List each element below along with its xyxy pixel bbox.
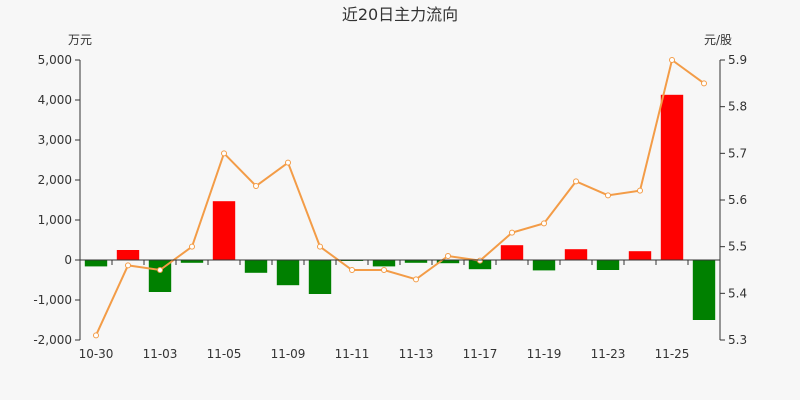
price-point (125, 262, 131, 269)
price-point (637, 187, 643, 194)
right-axis-tick-label: 5.8 (728, 100, 747, 114)
price-point (317, 243, 323, 250)
price-line-series (93, 57, 707, 339)
x-axis-tick-label: 11-23 (591, 347, 626, 361)
flow-bar (372, 260, 396, 267)
left-axis-tick-label: -1,000 (33, 293, 72, 307)
x-axis-tick-label: 11-09 (271, 347, 306, 361)
price-point (573, 178, 579, 185)
bar-series (84, 94, 716, 320)
flow-bar (212, 201, 236, 260)
flow-bar (308, 260, 332, 294)
price-point (157, 267, 163, 273)
price-point (669, 57, 675, 63)
left-axis-tick-label: 2,000 (38, 173, 72, 187)
x-axis-tick-label: 11-03 (143, 347, 178, 361)
flow-bar (180, 260, 204, 263)
price-point (605, 192, 611, 199)
chart-title: 近20日主力流向 (342, 5, 458, 24)
right-axis-unit: 元/股 (704, 33, 732, 47)
right-axis-tick-label: 5.7 (728, 146, 747, 160)
price-point (541, 220, 547, 227)
left-axis-tick-label: 4,000 (38, 93, 72, 107)
left-axis-tick-label: 5,000 (38, 53, 72, 67)
flow-bar (84, 260, 108, 267)
flow-bar (468, 260, 492, 270)
right-axis-tick-label: 5.6 (728, 193, 747, 207)
price-point (189, 243, 195, 250)
flow-bar (596, 260, 620, 270)
flow-bar (404, 260, 428, 263)
x-axis-tick-label: 11-25 (655, 347, 690, 361)
price-point (221, 150, 227, 157)
flow-bar (244, 260, 268, 273)
flow-bar (660, 94, 684, 260)
flow-bar (628, 251, 652, 260)
flow-bar (564, 249, 588, 260)
left-axis-tick-label: 3,000 (38, 133, 72, 147)
right-axis-tick-label: 5.3 (728, 333, 747, 347)
right-axis-tick-label: 5.9 (728, 53, 747, 67)
price-point (93, 332, 99, 339)
left-axis-tick-label: -2,000 (33, 333, 72, 347)
price-point (701, 80, 707, 87)
flow-bar (532, 260, 556, 271)
x-axis-tick-label: 11-17 (463, 347, 498, 361)
flow-bar (692, 260, 716, 320)
price-point (349, 267, 355, 273)
x-axis-tick-label: 11-05 (207, 347, 242, 361)
price-point (509, 229, 515, 236)
price-point (381, 267, 387, 273)
price-point (253, 183, 259, 189)
x-axis-tick-label: 11-13 (399, 347, 434, 361)
right-axis-tick-label: 5.4 (728, 286, 747, 300)
x-axis-tick-label: 11-11 (335, 347, 370, 361)
x-axis-tick-label: 11-19 (527, 347, 562, 361)
price-line (95, 58, 705, 336)
price-point (477, 257, 483, 264)
left-axis-tick-label: 0 (64, 253, 72, 267)
x-axis: 10-30 11-03 11-05 11-09 11-11 11-13 11-17 11-19… (79, 259, 720, 361)
left-axis: -2,000 -1,000 0 1,000 2,000 3,000 4,000 5,000 (33, 53, 81, 347)
price-point (413, 276, 419, 283)
left-axis-tick-label: 1,000 (38, 213, 72, 227)
x-axis-tick-label: 10-30 (79, 347, 114, 361)
flow-bar (276, 260, 300, 286)
flow-bar (436, 260, 460, 264)
flow-bar (500, 245, 524, 260)
flow-bar (116, 250, 140, 260)
right-axis-tick-label: 5.5 (728, 240, 747, 254)
flow-bar (148, 260, 172, 292)
right-axis: 5.3 5.4 5.5 5.6 5.7 5.8 5.9 (719, 53, 747, 347)
left-axis-unit: 万元 (68, 33, 92, 47)
price-point (445, 253, 451, 259)
price-point (285, 159, 291, 166)
